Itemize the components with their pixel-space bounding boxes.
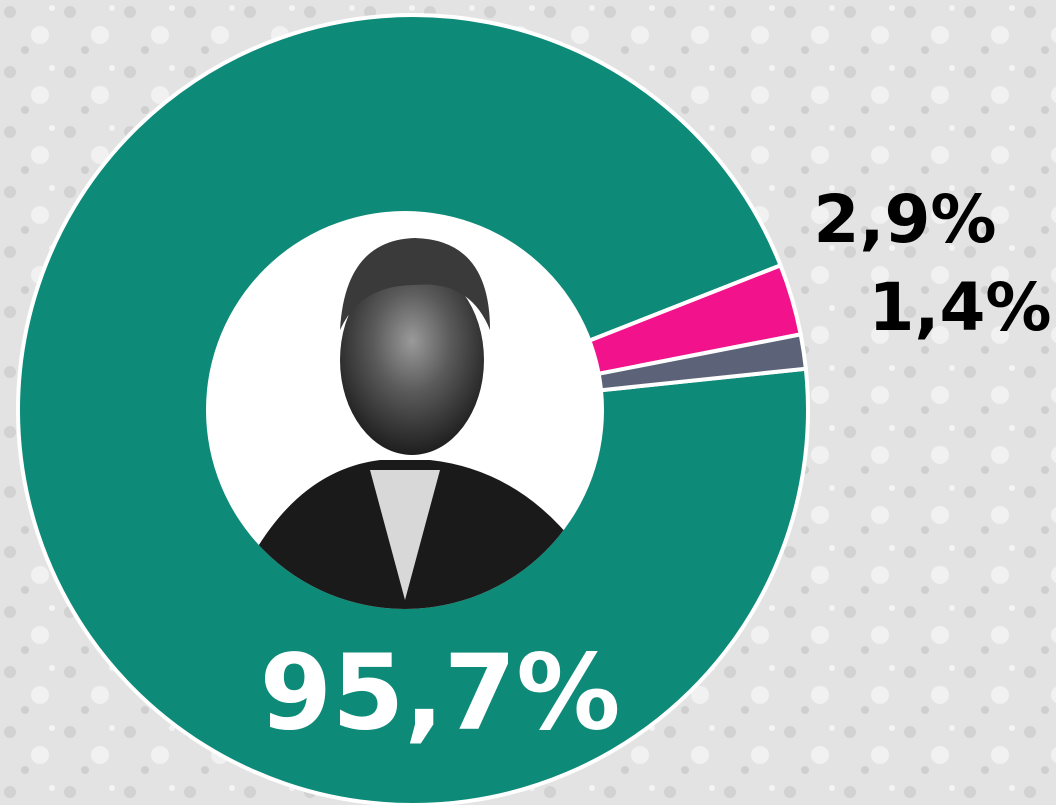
value-label: 2,9% [813,181,996,258]
value-label: 1,4% [868,269,1051,346]
value-label: 95,7% [260,631,621,753]
